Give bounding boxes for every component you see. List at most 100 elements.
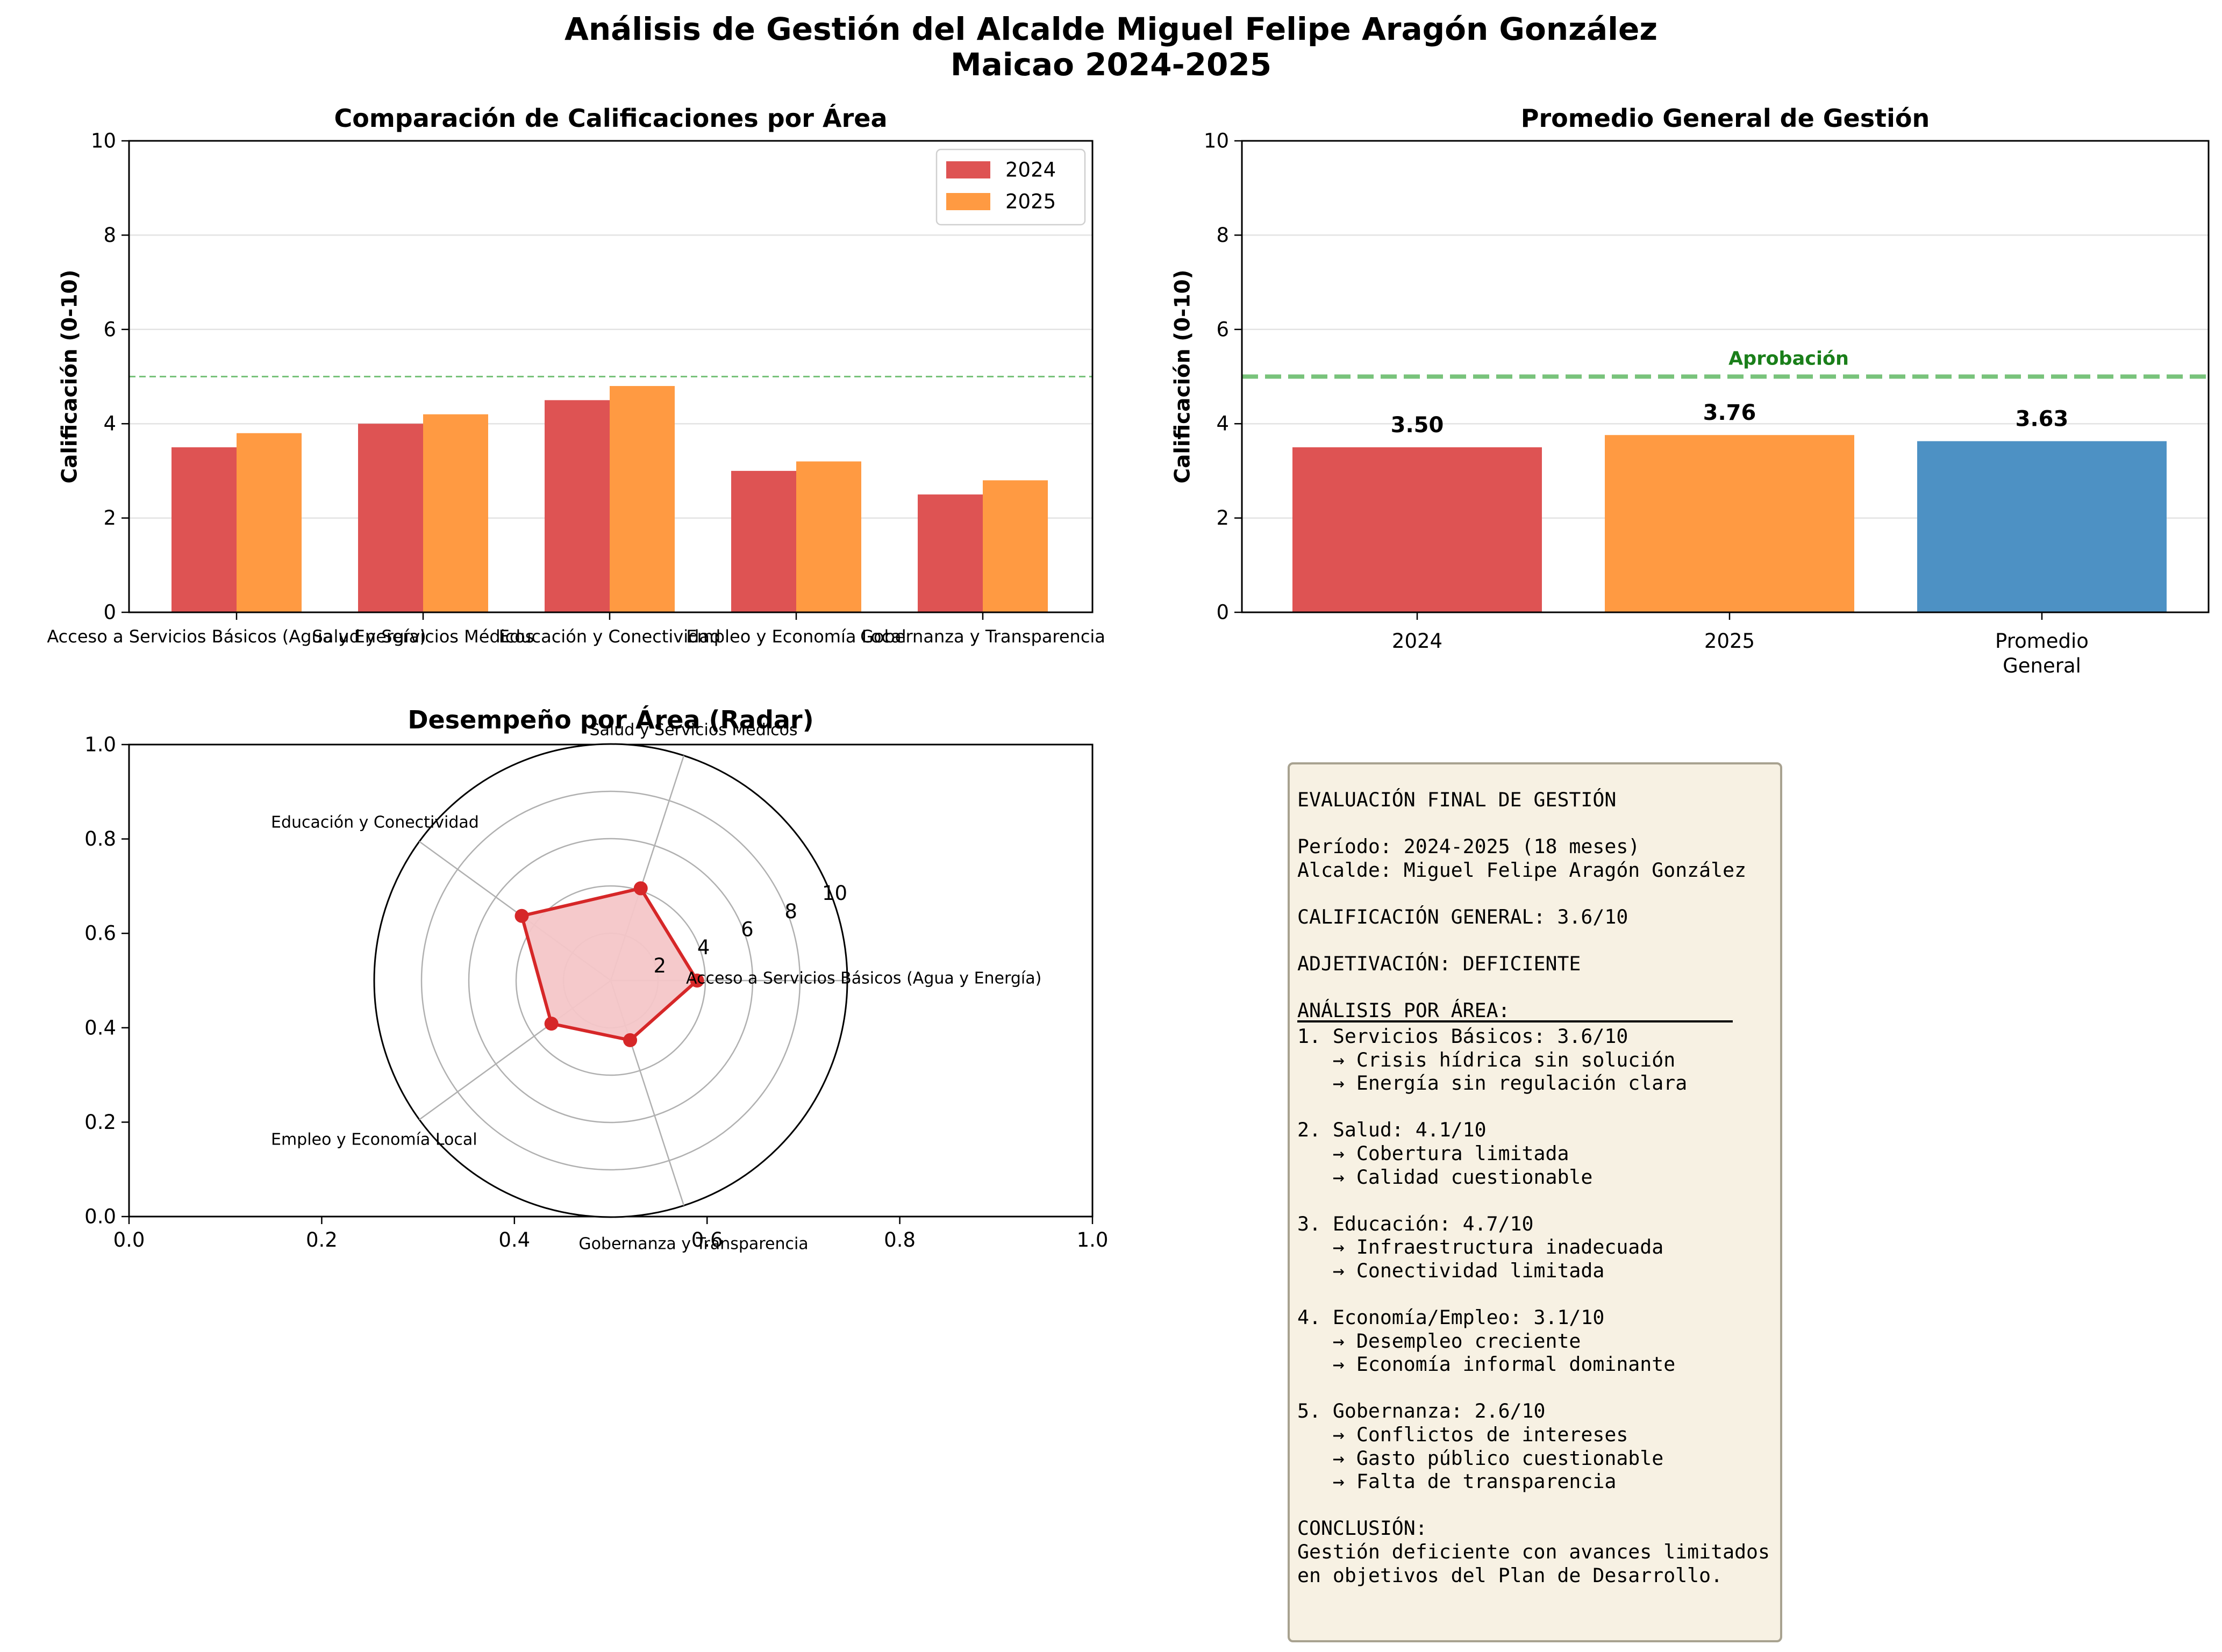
evaluation-line: → Infraestructura inadecuada	[1297, 1235, 1664, 1259]
evaluation-line: 5. Gobernanza: 2.6/10	[1297, 1399, 1546, 1423]
evaluation-line: en objetivos del Plan de Desarrollo.	[1297, 1563, 1723, 1587]
evaluation-line: → Crisis hídrica sin solución	[1297, 1048, 1676, 1071]
chart1-xtick-label: Acceso a Servicios Básicos (Agua y Energ…	[47, 626, 426, 647]
chart3-radar-point	[633, 881, 648, 896]
chart3-ytick-label: 0.8	[84, 827, 116, 850]
chart1-bar-2025	[423, 414, 488, 612]
evaluation-line: Período: 2024-2025 (18 meses)	[1297, 835, 1640, 859]
chart3-xtick-label: 0.0	[113, 1228, 145, 1251]
chart1-title: Comparación de Calificaciones por Área	[334, 104, 887, 133]
chart3-ytick-label: 0.2	[84, 1111, 116, 1134]
chart3-rtick-label: 10	[822, 882, 847, 905]
chart3-category-label: Empleo y Economía Local	[271, 1131, 477, 1149]
evaluation-line: 1. Servicios Básicos: 3.6/10	[1297, 1024, 1628, 1048]
chart2-xtick-label: 2024	[1392, 630, 1442, 653]
chart2-xtick-label: 2025	[1704, 630, 1755, 653]
evaluation-line	[1297, 976, 1773, 999]
evaluation-line	[1297, 929, 1773, 953]
chart2-xtick-label: General	[2003, 654, 2081, 677]
chart2-value-label: 3.63	[2016, 407, 2069, 432]
chart3-category-label: Educación y Conectividad	[271, 813, 479, 832]
evaluation-line: EVALUACIÓN FINAL DE GESTIÓN	[1297, 788, 1617, 811]
chart3-rtick-label: 8	[784, 900, 797, 923]
chart3-ytick-label: 0.6	[84, 922, 116, 945]
evaluation-line	[1297, 1282, 1773, 1306]
chart1-ytick-label: 8	[103, 224, 116, 247]
evaluation-line: Gestión deficiente con avances limitados	[1297, 1540, 1770, 1563]
evaluation-box: EVALUACIÓN FINAL DE GESTIÓN Período: 2024…	[1288, 762, 1782, 1642]
chart2-reference-label: Aprobación	[1728, 348, 1849, 370]
chart1-bar-2025	[610, 386, 675, 612]
chart3-rtick-label: 2	[654, 954, 667, 977]
chart2-ytick-label: 4	[1216, 412, 1229, 435]
chart1-ytick-label: 4	[103, 412, 116, 435]
chart1-bar-2024	[918, 494, 983, 612]
evaluation-line: → Cobertura limitada	[1297, 1141, 1569, 1165]
chart3-radar-point	[623, 1033, 638, 1047]
evaluation-line	[1297, 882, 1773, 905]
evaluation-line: ADJETIVACIÓN: DEFICIENTE	[1297, 952, 1581, 976]
chart3-rtick-label: 6	[741, 918, 754, 941]
figure-title-line1: Análisis de Gestión del Alcalde Miguel F…	[564, 11, 1658, 47]
chart3-ytick-label: 0.0	[84, 1205, 116, 1228]
evaluation-line: ANÁLISIS POR ÁREA:	[1297, 999, 1510, 1022]
chart1-bar-2025	[796, 461, 861, 612]
evaluation-line: → Desempleo creciente	[1297, 1329, 1581, 1353]
chart3-category-label: Gobernanza y Transparencia	[578, 1235, 808, 1254]
chart1-ylabel: Calificación (0-10)	[58, 270, 82, 484]
chart1-frame	[128, 140, 1094, 613]
chart3-ytick-label: 1.0	[84, 733, 116, 756]
chart2-value-label: 3.76	[1703, 401, 1756, 425]
evaluation-line: 2. Salud: 4.1/10	[1297, 1118, 1487, 1142]
chart1-xtick-label: Gobernanza y Transparencia	[860, 626, 1105, 647]
evaluation-line	[1297, 1493, 1773, 1517]
chart1-bar-2025	[983, 480, 1048, 612]
chart3-xtick-label: 0.6	[691, 1228, 723, 1251]
chart2-ytick-label: 6	[1216, 318, 1229, 341]
chart3-xtick-label: 0.8	[884, 1228, 916, 1251]
chart1-legend-swatch-2024	[946, 161, 990, 178]
evaluation-line: 3. Educación: 4.7/10	[1297, 1212, 1534, 1235]
chart2-bar	[1605, 435, 1854, 612]
chart1-legend-label-2024: 2024	[1005, 159, 1056, 182]
chart1-ytick-label: 6	[103, 318, 116, 341]
chart3-rtick-label: 4	[697, 936, 710, 959]
chart3-radar-point	[515, 909, 529, 923]
chart3-category-label: Salud y Servicios Médicos	[589, 721, 797, 740]
chart2-ytick-label: 10	[1204, 130, 1229, 153]
chart1-ytick-label: 10	[91, 130, 116, 153]
chart3-title: Desempeño por Área (Radar)	[408, 705, 813, 734]
chart3-xtick-label: 0.4	[498, 1228, 530, 1251]
chart1-bar-2024	[358, 424, 423, 612]
chart2-ytick-label: 2	[1216, 506, 1229, 530]
chart1-bar-2024	[172, 447, 237, 612]
chart2-ylabel: Calificación (0-10)	[1171, 270, 1195, 484]
evaluation-line: Alcalde: Miguel Felipe Aragón González	[1297, 858, 1747, 882]
chart3-radar-area	[521, 888, 697, 1040]
chart2-ytick-label: 0	[1216, 601, 1229, 624]
chart2-xtick-label: Promedio	[1995, 630, 2089, 653]
evaluation-line: → Conflictos de intereses	[1297, 1423, 1628, 1447]
chart2-bar	[1917, 441, 2167, 612]
chart3-category-label: Acceso a Servicios Básicos (Agua y Energ…	[686, 969, 1041, 988]
evaluation-line: CONCLUSIÓN:	[1297, 1517, 1427, 1540]
evaluation-line	[1297, 1095, 1773, 1119]
chart1-xtick-label: Educación y Conectividad	[499, 626, 721, 647]
chart1-bar-2024	[545, 400, 610, 612]
chart1-legend-label-2025: 2025	[1005, 190, 1056, 213]
chart2-bar	[1292, 447, 1542, 612]
evaluation-line: → Calidad cuestionable	[1297, 1165, 1593, 1189]
chart1-legend-swatch-2025	[946, 193, 990, 210]
evaluation-line	[1297, 1376, 1773, 1400]
chart1-xtick-label: Salud y Servicios Médicos	[312, 626, 534, 647]
evaluation-line	[1297, 812, 1773, 835]
evaluation-line: → Energía sin regulación clara	[1297, 1071, 1688, 1095]
chart3-xtick-label: 0.2	[306, 1228, 338, 1251]
chart3-radar-point	[544, 1017, 559, 1031]
evaluation-line: CALIFICACIÓN GENERAL: 3.6/10	[1297, 905, 1628, 928]
figure-title-line2: Maicao 2024-2025	[950, 46, 1272, 83]
chart1-bar-2024	[731, 470, 796, 612]
evaluation-line: → Conectividad limitada	[1297, 1258, 1605, 1282]
evaluation-line	[1297, 1189, 1773, 1212]
